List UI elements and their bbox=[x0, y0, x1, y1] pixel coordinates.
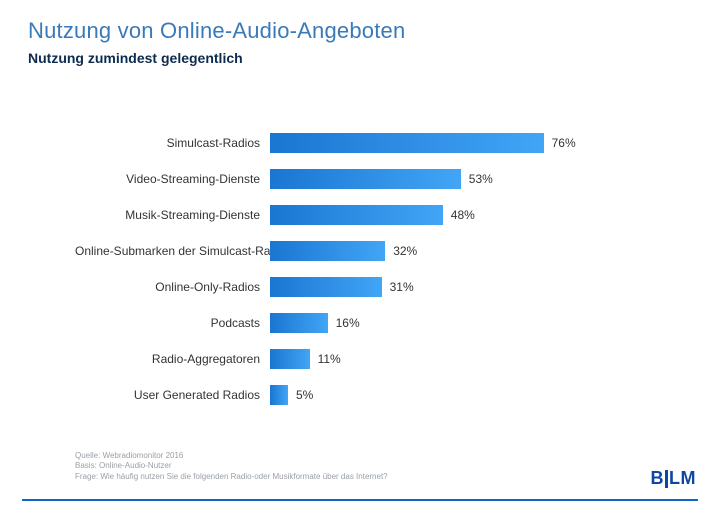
value-label: 16% bbox=[336, 316, 360, 330]
bar-wrap: 11% bbox=[270, 341, 665, 377]
bar-wrap: 5% bbox=[270, 377, 665, 413]
value-label: 31% bbox=[390, 280, 414, 294]
category-label: User Generated Radios bbox=[75, 388, 270, 402]
category-label: Radio-Aggregatoren bbox=[75, 352, 270, 366]
chart-row: Simulcast-Radios 76% bbox=[75, 125, 665, 161]
value-label: 53% bbox=[469, 172, 493, 186]
bar-chart: Simulcast-Radios 76% Video-Streaming-Diens… bbox=[75, 125, 665, 413]
footer-line: Basis: Online-Audio-Nutzer bbox=[75, 461, 388, 472]
chart-row: Radio-Aggregatoren 11% bbox=[75, 341, 665, 377]
bar bbox=[270, 349, 310, 369]
footer-rule bbox=[22, 499, 698, 501]
bar bbox=[270, 241, 385, 261]
category-label: Podcasts bbox=[75, 316, 270, 330]
bar-wrap: 16% bbox=[270, 305, 665, 341]
chart-row: Online-Only-Radios 31% bbox=[75, 269, 665, 305]
bar bbox=[270, 277, 382, 297]
bar-wrap: 53% bbox=[270, 161, 665, 197]
chart-subtitle: Nutzung zumindest gelegentlich bbox=[28, 50, 720, 66]
value-label: 48% bbox=[451, 208, 475, 222]
footer-line: Frage: Wie häufig nutzen Sie die folgend… bbox=[75, 472, 388, 483]
value-label: 76% bbox=[552, 136, 576, 150]
bar-wrap: 31% bbox=[270, 269, 665, 305]
bar bbox=[270, 313, 328, 333]
bar-wrap: 32% bbox=[270, 233, 665, 269]
footer-line: Quelle: Webradiomonitor 2016 bbox=[75, 451, 388, 462]
bar bbox=[270, 205, 443, 225]
bar bbox=[270, 385, 288, 405]
category-label: Online-Submarken der Simulcast-Radios bbox=[75, 244, 270, 258]
chart-title: Nutzung von Online-Audio-Angeboten bbox=[28, 18, 720, 44]
chart-header: Nutzung von Online-Audio-Angeboten Nutzu… bbox=[0, 0, 720, 66]
logo-pipe bbox=[665, 470, 668, 488]
category-label: Online-Only-Radios bbox=[75, 280, 270, 294]
value-label: 11% bbox=[318, 352, 341, 366]
bar bbox=[270, 169, 461, 189]
bar bbox=[270, 133, 544, 153]
chart-row: Online-Submarken der Simulcast-Radios 32% bbox=[75, 233, 665, 269]
value-label: 32% bbox=[393, 244, 417, 258]
category-label: Video-Streaming-Dienste bbox=[75, 172, 270, 186]
category-label: Musik-Streaming-Dienste bbox=[75, 208, 270, 222]
bar-wrap: 48% bbox=[270, 197, 665, 233]
category-label: Simulcast-Radios bbox=[75, 136, 270, 150]
value-label: 5% bbox=[296, 388, 313, 402]
blm-logo: B LM bbox=[651, 468, 697, 489]
chart-row: Musik-Streaming-Dienste 48% bbox=[75, 197, 665, 233]
chart-row: User Generated Radios 5% bbox=[75, 377, 665, 413]
chart-row: Video-Streaming-Dienste 53% bbox=[75, 161, 665, 197]
chart-footer: Quelle: Webradiomonitor 2016Basis: Onlin… bbox=[75, 451, 388, 483]
chart-row: Podcasts 16% bbox=[75, 305, 665, 341]
logo-right: LM bbox=[669, 468, 696, 489]
logo-left: B bbox=[651, 468, 665, 489]
bar-wrap: 76% bbox=[270, 125, 665, 161]
